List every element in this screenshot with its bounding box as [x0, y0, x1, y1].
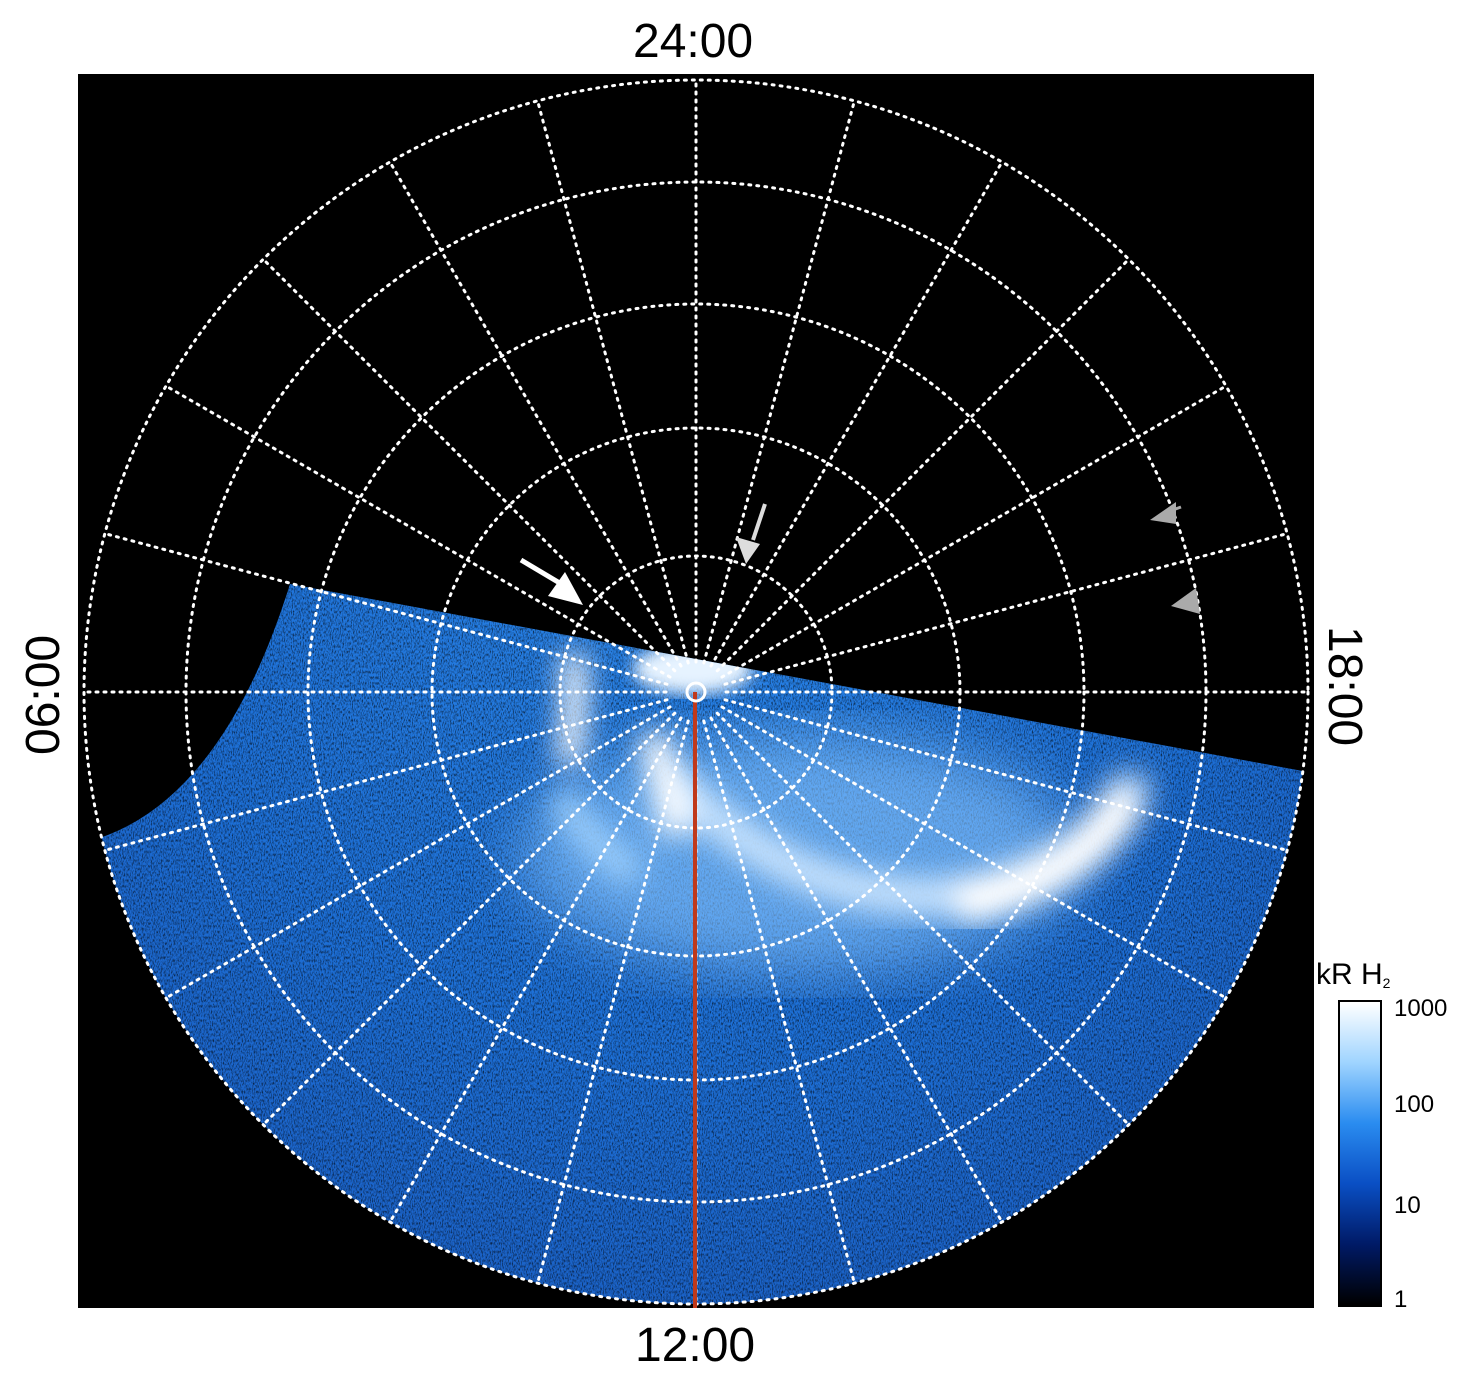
meridian-line: [164, 705, 672, 1000]
meridian-line: [103, 698, 669, 852]
local-time-label-12: 12:00: [635, 1319, 756, 1372]
meridian-line: [723, 532, 1289, 686]
meridian-line: [536, 719, 690, 1285]
meridian-line: [723, 698, 1289, 852]
pole-marker-icon: [685, 681, 707, 703]
polar-map-svg: [82, 78, 1310, 1308]
gray-arrow-icon: [1150, 502, 1182, 524]
meridian-line: [720, 384, 1228, 679]
meridian-line: [702, 99, 856, 665]
meridian-line: [720, 705, 1228, 1000]
meridian-line: [388, 716, 683, 1224]
meridian-grid: [82, 78, 1310, 1306]
local-time-label-18: 18:00: [1318, 626, 1371, 747]
colorbar-unit-text: kR H: [1316, 958, 1383, 991]
colorbar-unit-label: kR H2: [1316, 958, 1390, 992]
colorbar-tick-label: 100: [1394, 1091, 1435, 1118]
meridian-line: [388, 160, 683, 668]
main-auroral-oval: [545, 652, 1152, 926]
meridian-line: [261, 711, 677, 1127]
auroral-polar-projection-image: [78, 74, 1314, 1308]
meridian-line: [715, 711, 1131, 1127]
local-time-label-06: 06:00: [17, 634, 70, 755]
colorbar-unit-subscript: 2: [1382, 975, 1391, 991]
local-time-label-24: 24:00: [633, 15, 754, 68]
meridian-line: [702, 719, 856, 1285]
colorbar-tick-label: 1: [1394, 1286, 1408, 1313]
colorbar-tick-label: 10: [1394, 1192, 1421, 1219]
gray-arrowhead-icon: [1171, 588, 1200, 614]
meridian-line: [536, 99, 690, 665]
meridian-line: [709, 160, 1004, 668]
colorbar-tick-label: 1000: [1394, 995, 1448, 1022]
light-gray-arrow-icon: [736, 503, 767, 564]
white-arrow-icon: [519, 557, 583, 605]
meridian-line: [261, 257, 677, 673]
meridian-line: [709, 716, 1004, 1224]
colorbar: [1338, 1000, 1382, 1307]
meridian-line: [715, 257, 1131, 673]
meridian-line: [103, 532, 669, 686]
meridian-line: [164, 384, 672, 679]
